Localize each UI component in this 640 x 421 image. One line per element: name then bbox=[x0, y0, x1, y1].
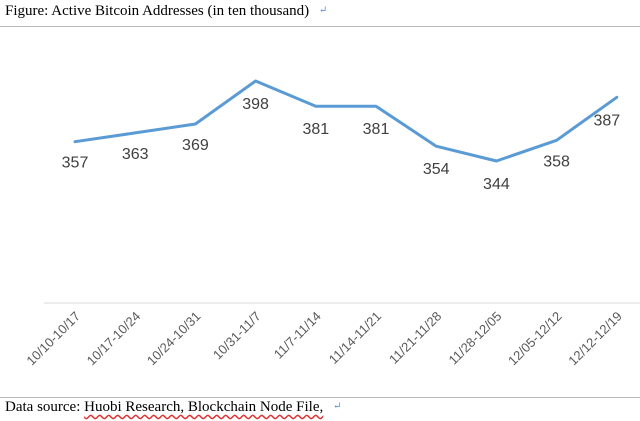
line-chart: 357 363 369 398 381 381 354 344 358 387 10/10-10/1… bbox=[23, 79, 640, 369]
data-label: 344 bbox=[483, 176, 510, 193]
data-label: 369 bbox=[182, 137, 209, 154]
x-tick-label: 12/05-12/12 bbox=[505, 309, 565, 369]
data-label: 354 bbox=[423, 161, 450, 178]
data-label: 381 bbox=[302, 121, 329, 138]
data-label: 363 bbox=[122, 146, 149, 163]
data-label: 398 bbox=[242, 96, 269, 113]
figure-caption-title: Active Bitcoin Addresses (in ten thousan… bbox=[51, 3, 310, 19]
data-label: 387 bbox=[593, 112, 620, 129]
series-line bbox=[73, 79, 619, 163]
data-label: 357 bbox=[62, 155, 89, 172]
x-tick-label: 11/7-11/14 bbox=[271, 309, 324, 362]
x-tick-label: 10/17-10/24 bbox=[84, 309, 144, 369]
paragraph-return-icon: ↵ bbox=[333, 401, 342, 412]
data-label: 381 bbox=[363, 121, 390, 138]
figure-caption: Figure: Active Bitcoin Addresses (in ten… bbox=[5, 3, 327, 20]
x-tick-label: 10/10-10/17 bbox=[23, 309, 83, 369]
top-divider bbox=[0, 26, 640, 27]
x-tick-label: 11/21-11/28 bbox=[386, 309, 444, 367]
source-text: Huobi Research, Blockchain Node File, bbox=[84, 399, 324, 415]
paragraph-return-icon: ↵ bbox=[318, 5, 328, 16]
x-tick-label: 11/28-12/05 bbox=[446, 309, 505, 368]
x-tick-label: 12/12-12/19 bbox=[565, 309, 625, 369]
x-tick-label: 10/31-11/7 bbox=[210, 309, 264, 363]
data-label: 358 bbox=[543, 153, 570, 170]
bottom-divider bbox=[0, 397, 640, 398]
x-tick-label: 10/24-10/31 bbox=[144, 309, 204, 369]
x-tick-label: 11/14-11/21 bbox=[326, 309, 384, 367]
source-caption: Data source: Huobi Research, Blockchain … bbox=[5, 399, 341, 416]
source-prefix: Data source: bbox=[5, 399, 81, 415]
figure-caption-prefix: Figure: bbox=[5, 3, 49, 19]
